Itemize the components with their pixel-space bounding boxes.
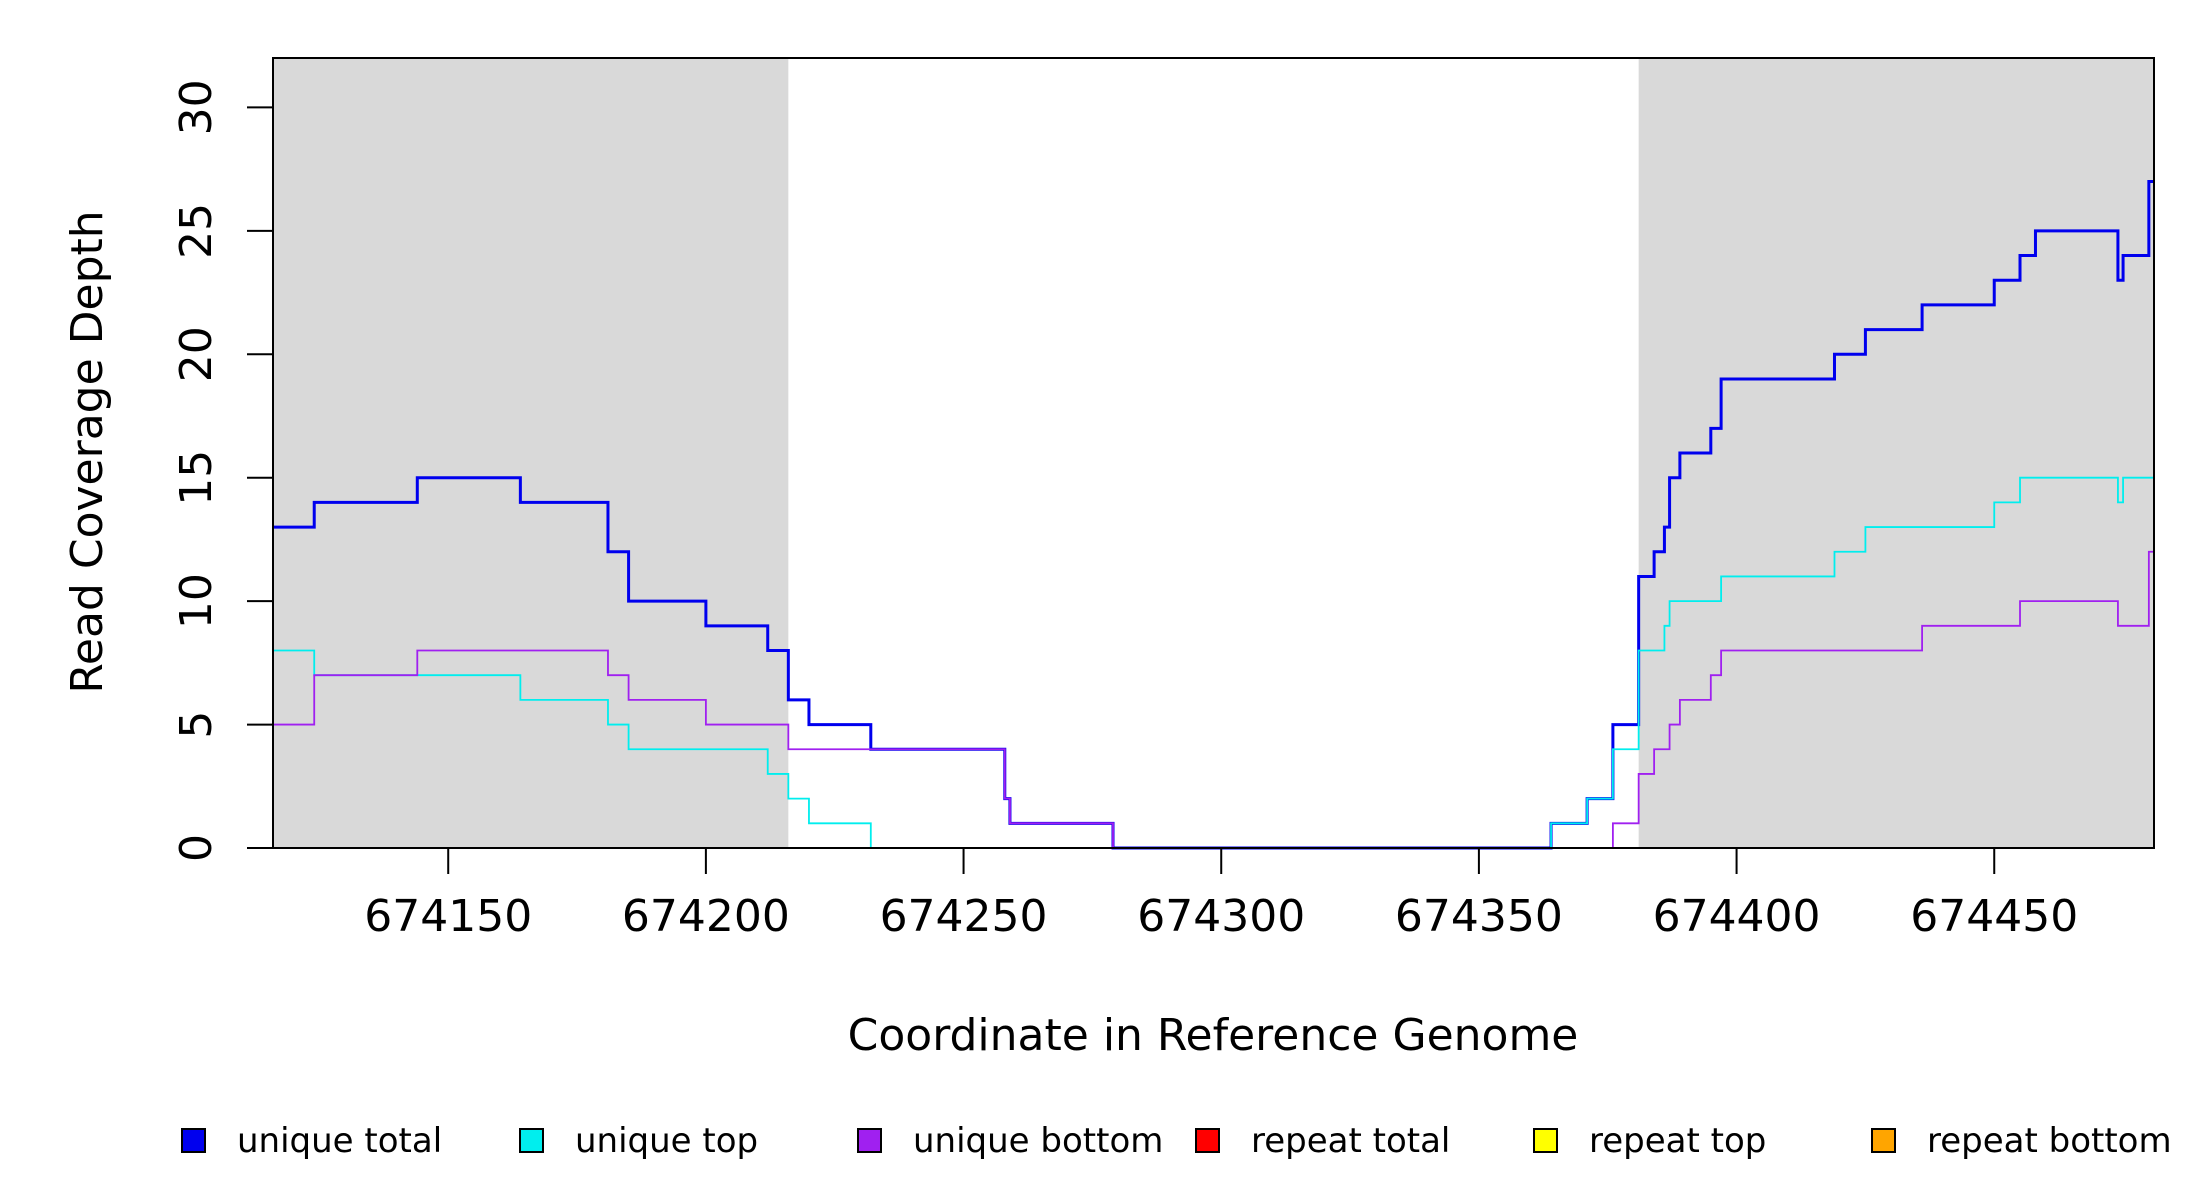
y-axis-title: Read Coverage Depth [62,210,113,693]
legend: unique total unique top unique bottom repea… [181,1121,2172,1161]
y-tick-label-5: 20 [171,326,222,382]
y-tick-label-1: 0 [171,834,222,862]
x-tick-label-2: 674200 [622,891,790,942]
shaded-region-2 [1638,58,2154,848]
y-tick-label-4: 15 [171,450,222,506]
y-axis: 0 5 10 15 20 25 30 [171,79,273,862]
legend-swatch-repeat-bottom [1871,1128,1896,1153]
legend-label-unique-bottom: unique bottom [913,1121,1163,1161]
x-axis-title: Coordinate in Reference Genome [848,1010,1579,1061]
series-line-unique-top [273,476,2154,849]
legend-swatch-unique-bottom [857,1128,882,1153]
y-tick-label-7: 30 [171,79,222,135]
shaded-region-1 [273,58,789,848]
y-tick-label-2: 5 [171,711,222,739]
legend-label-repeat-top: repeat top [1589,1121,1766,1161]
legend-label-unique-total: unique total [237,1121,442,1161]
y-tick-label-6: 25 [171,203,222,259]
series-line-unique-total [273,179,2154,850]
legend-label-unique-top: unique top [575,1121,758,1161]
x-tick-label-6: 674400 [1653,891,1821,942]
legend-swatch-unique-total [181,1128,206,1153]
x-tick-label-4: 674300 [1137,891,1305,942]
y-tick-label-3: 10 [171,573,222,629]
x-tick-label-3: 674250 [880,891,1048,942]
legend-label-repeat-total: repeat total [1251,1121,1450,1161]
series-line-unique-bottom [273,550,2154,849]
x-tick-label-7: 674450 [1910,891,2078,942]
legend-label-repeat-bottom: repeat bottom [1927,1121,2172,1161]
shaded-regions [273,58,2154,848]
legend-swatch-repeat-total [1195,1128,1220,1153]
x-tick-label-1: 674150 [364,891,532,942]
x-axis: 674150 674200 674250 674300 674350 674400 6744… [364,848,2078,942]
legend-swatch-repeat-top [1533,1128,1558,1153]
plot-frame [272,57,2155,849]
legend-swatch-unique-top [519,1128,544,1153]
x-tick-label-5: 674350 [1395,891,1563,942]
